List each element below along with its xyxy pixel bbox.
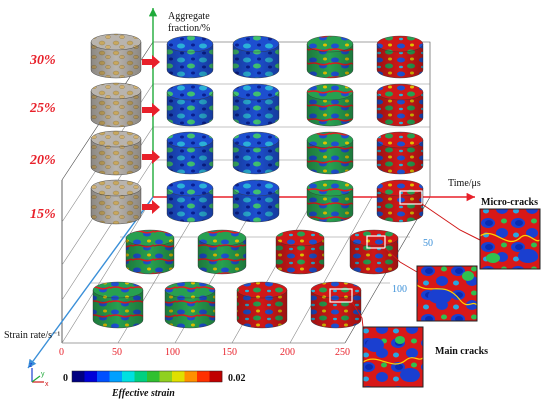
- colorbar-swatch-1: [84, 371, 98, 382]
- colorbar-swatch-5: [134, 371, 148, 382]
- colorbar-swatch-9: [184, 371, 198, 382]
- time-tick-100: 100: [165, 347, 180, 358]
- colorbar-swatch-8: [172, 371, 185, 382]
- time-tick-0: 0: [59, 347, 64, 358]
- triad-z-label: z: [29, 362, 33, 369]
- strain100-specimen-2: [236, 281, 288, 329]
- colorbar-swatch-11: [209, 371, 223, 382]
- time-axis-title: Time/μs: [448, 178, 481, 189]
- strain50-specimen-0: [125, 229, 175, 275]
- zoom-panel-micro: [479, 208, 541, 270]
- aggregate-axis-title-line1: Aggregate: [168, 11, 210, 22]
- sim-specimen-r0c1: [232, 35, 280, 79]
- specimen-grid: [90, 33, 424, 329]
- zoom-panel-main: [362, 326, 424, 388]
- sim-specimen-r1c3: [376, 83, 424, 127]
- strain50-specimen-2: [275, 229, 325, 275]
- colorbar-swatch-10: [197, 371, 210, 382]
- time-tick-250: 250: [335, 347, 350, 358]
- rock-specimen-2: [90, 130, 142, 176]
- sim-specimen-r1c0: [166, 83, 214, 127]
- sim-specimen-r0c0: [166, 35, 214, 79]
- strain100-specimen-0: [92, 281, 144, 329]
- strain50-specimen-1: [197, 229, 247, 275]
- fraction-label-25: 25%: [29, 101, 56, 116]
- sim-specimen-r2c2: [306, 131, 354, 175]
- fraction-label-20: 20%: [29, 153, 56, 168]
- zoom-panel-mid: [416, 265, 478, 322]
- strain-tick-100: 100: [392, 284, 407, 295]
- colorbar-swatch-7: [159, 371, 173, 382]
- fraction-label-30: 30%: [29, 53, 56, 68]
- colorbar-swatch-2: [97, 371, 110, 382]
- strain-axis-title: Strain rate/s⁻¹: [4, 330, 60, 341]
- sim-specimen-r1c1: [232, 83, 280, 127]
- rock-specimen-3: [90, 179, 142, 225]
- colorbar-swatch-6: [147, 371, 160, 382]
- zoom-callouts: [329, 190, 541, 388]
- triad-y-label: y: [41, 371, 45, 378]
- colorbar-swatch-0: [72, 371, 85, 382]
- micro-cracks-label: Micro-cracks: [481, 197, 538, 208]
- sim-specimen-r2c0: [166, 131, 214, 175]
- rock-specimen-1: [90, 82, 142, 128]
- time-tick-150: 150: [222, 347, 237, 358]
- specimen-arrows: [142, 55, 160, 214]
- sim-specimen-r3c0: [166, 179, 214, 223]
- colorbar-outline: [71, 370, 223, 383]
- strain-axis: [27, 196, 154, 369]
- rock-specimen-0: [90, 33, 142, 79]
- colorbar-min-label: 0: [63, 373, 68, 384]
- strain50-specimen-3: [349, 229, 399, 275]
- sim-specimen-r0c2: [306, 35, 354, 79]
- time-tick-50: 50: [112, 347, 122, 358]
- sim-specimen-r0c3: [376, 35, 424, 79]
- sim-specimen-r3c3: [376, 179, 424, 223]
- sim-specimen-r2c1: [232, 131, 280, 175]
- sim-specimen-r1c2: [306, 83, 354, 127]
- colorbar-title: Effective strain: [111, 388, 175, 399]
- colorbar-max-label: 0.02: [228, 373, 246, 384]
- fraction-label-15: 15%: [30, 207, 56, 222]
- coordinate-triad-icon: z y x: [29, 362, 49, 388]
- strain-tick-50: 50: [423, 238, 433, 249]
- sim-specimen-r3c2: [306, 179, 354, 223]
- colorbar-swatch-3: [109, 371, 123, 382]
- sim-specimen-r2c3: [376, 131, 424, 175]
- colorbar: [71, 370, 223, 383]
- strain100-specimen-3: [310, 281, 362, 329]
- sim-specimen-r3c1: [232, 179, 280, 223]
- aggregate-axis-title-line2: fraction/%: [168, 23, 210, 34]
- strain100-specimen-1: [164, 281, 216, 329]
- colorbar-swatch-4: [122, 371, 135, 382]
- main-cracks-label: Main cracks: [435, 346, 488, 357]
- triad-x-label: x: [45, 381, 49, 388]
- time-tick-200: 200: [280, 347, 295, 358]
